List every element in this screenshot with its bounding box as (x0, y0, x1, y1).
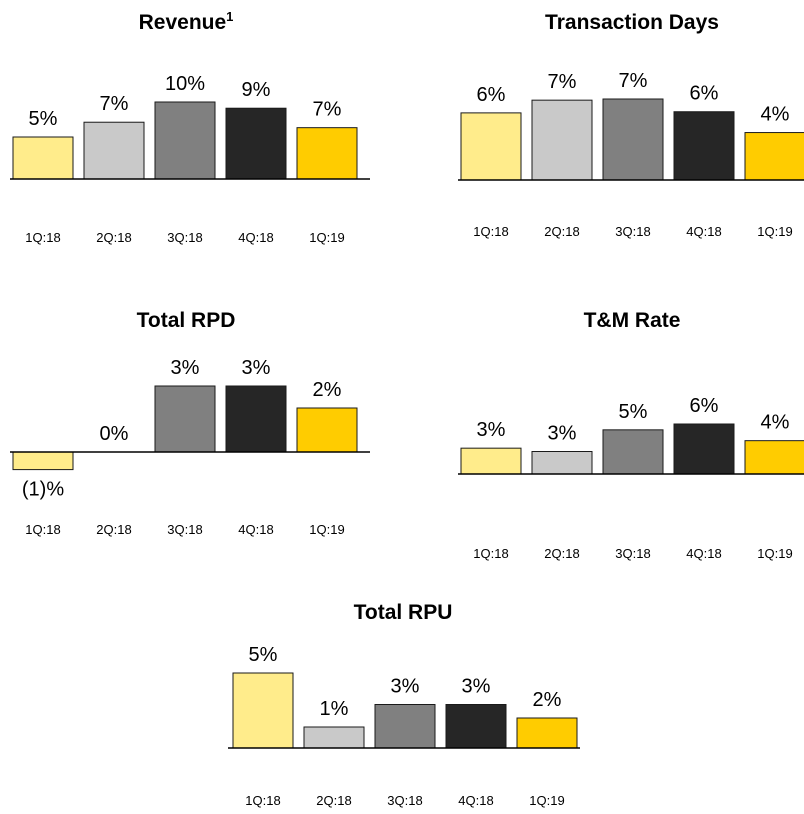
x-tick-label: 4Q:18 (686, 224, 721, 239)
value-label: 6% (690, 395, 719, 417)
chart-panel: 6% 1Q:18 7% 2Q:18 7% 3Q:18 6% 4Q:18 4% 1Q:19 Trans… (458, 11, 804, 239)
value-label: 6% (477, 84, 506, 106)
value-label: 5% (29, 108, 58, 130)
chart-panel: (1)% 1Q:18 0% 2Q:18 3% 3Q:18 3% 4Q:18 2% 1Q:19 Tot… (10, 309, 370, 537)
value-label: 3% (462, 676, 491, 698)
x-tick-label: 1Q:18 (245, 793, 280, 808)
bar (744, 440, 804, 475)
x-tick-label: 2Q:18 (544, 546, 579, 561)
x-tick-label: 1Q:19 (309, 230, 344, 245)
x-tick-label: 1Q:19 (529, 793, 564, 808)
x-tick-label: 1Q:18 (25, 522, 60, 537)
title-text: T&M Rate (584, 309, 681, 332)
x-tick-label: 3Q:18 (167, 522, 202, 537)
bar (460, 112, 522, 181)
x-tick-label: 2Q:18 (316, 793, 351, 808)
x-tick-label: 1Q:18 (25, 230, 60, 245)
bar (225, 385, 287, 453)
chart-title: Total RPU (354, 601, 453, 624)
x-tick-label: 2Q:18 (96, 522, 131, 537)
title-text: Total RPD (137, 309, 236, 332)
x-tick-label: 1Q:19 (309, 522, 344, 537)
bar (531, 99, 593, 181)
x-tick-label: 1Q:19 (757, 546, 792, 561)
value-label: 7% (313, 99, 342, 121)
value-label: 2% (533, 689, 562, 711)
x-tick-label: 2Q:18 (544, 224, 579, 239)
value-label: 1% (320, 698, 349, 720)
x-tick-label: 1Q:19 (757, 224, 792, 239)
x-tick-label: 4Q:18 (238, 522, 273, 537)
chart-title: T&M Rate (584, 309, 681, 332)
bar (531, 451, 593, 475)
bar (673, 111, 735, 181)
bar (460, 447, 522, 475)
title-text: Transaction Days (545, 11, 719, 34)
x-tick-label: 3Q:18 (387, 793, 422, 808)
bar (154, 101, 216, 180)
bar (374, 704, 436, 749)
value-label: 4% (761, 104, 790, 126)
value-label: 6% (690, 83, 719, 105)
bar (296, 407, 358, 453)
chart-panel: 5% 1Q:18 1% 2Q:18 3% 3Q:18 3% 4Q:18 2% 1Q:19 Total… (228, 601, 580, 808)
value-label: (1)% (22, 479, 64, 501)
bar (12, 451, 74, 471)
value-label: 3% (477, 419, 506, 441)
x-tick-label: 2Q:18 (96, 230, 131, 245)
bar (516, 717, 578, 749)
title-text: Total RPU (354, 601, 453, 624)
value-label: 7% (100, 93, 129, 115)
x-tick-label: 4Q:18 (686, 546, 721, 561)
value-label: 5% (249, 644, 278, 666)
title-footnote: 1 (226, 9, 233, 24)
bar (303, 726, 365, 749)
x-tick-label: 4Q:18 (458, 793, 493, 808)
value-label: 7% (548, 71, 577, 93)
value-label: 5% (619, 401, 648, 423)
x-tick-label: 3Q:18 (615, 224, 650, 239)
bar (296, 127, 358, 180)
chart-panel: 5% 1Q:18 7% 2Q:18 10% 3Q:18 9% 4Q:18 7% 1Q:19 Reve… (10, 9, 370, 245)
bar (232, 672, 294, 749)
title-text: Revenue (139, 11, 227, 34)
bar (673, 423, 735, 475)
bar (83, 121, 145, 180)
bar (602, 429, 664, 475)
x-tick-label: 3Q:18 (167, 230, 202, 245)
x-tick-label: 1Q:18 (473, 224, 508, 239)
bar (154, 385, 216, 453)
value-label: 3% (171, 357, 200, 379)
value-label: 2% (313, 379, 342, 401)
value-label: 9% (242, 79, 271, 101)
bar (12, 136, 74, 180)
value-label: 10% (165, 73, 205, 95)
chart-panel: 3% 1Q:18 3% 2Q:18 5% 3Q:18 6% 4Q:18 4% 1Q:19 T&M R… (458, 309, 804, 561)
value-label: 0% (100, 423, 129, 445)
bar (445, 704, 507, 749)
chart-title: Revenue1 (139, 9, 234, 34)
value-label: 4% (761, 412, 790, 434)
chart-title: Transaction Days (545, 11, 719, 34)
x-tick-label: 4Q:18 (238, 230, 273, 245)
value-label: 7% (619, 70, 648, 92)
value-label: 3% (391, 676, 420, 698)
value-label: 3% (242, 357, 271, 379)
bar (744, 132, 804, 181)
chart-title: Total RPD (137, 309, 236, 332)
bar (602, 98, 664, 181)
bar (225, 107, 287, 180)
value-label: 3% (548, 423, 577, 445)
x-tick-label: 1Q:18 (473, 546, 508, 561)
x-tick-label: 3Q:18 (615, 546, 650, 561)
